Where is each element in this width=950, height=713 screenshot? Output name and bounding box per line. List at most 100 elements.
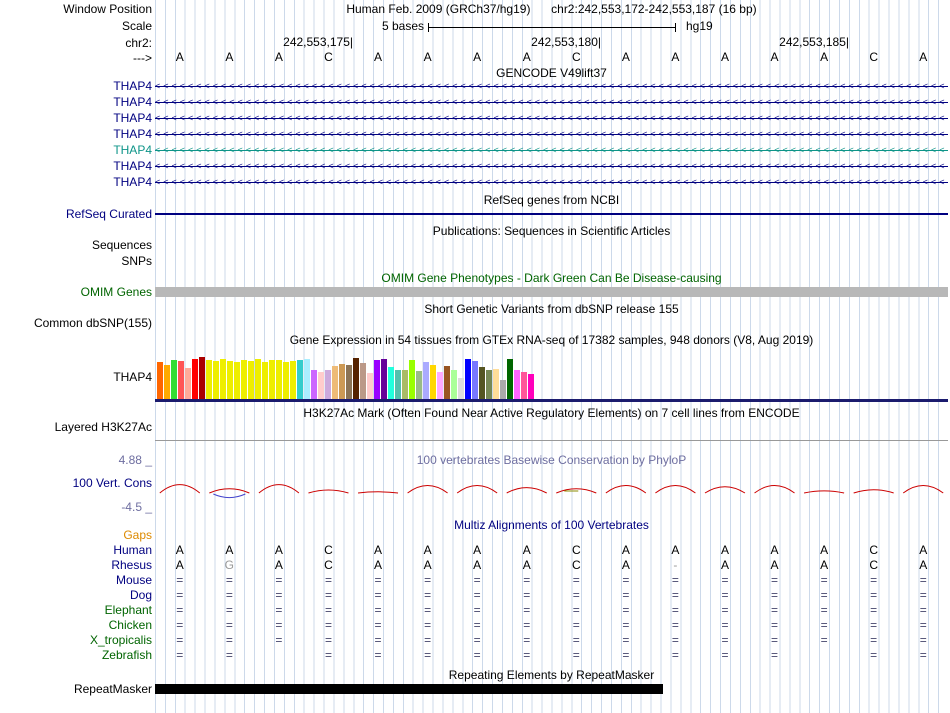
gtex-bar[interactable]	[339, 364, 345, 399]
gtex-bar[interactable]	[283, 362, 289, 399]
gtex-bar[interactable]	[262, 361, 268, 399]
gtex-bar[interactable]	[430, 364, 436, 399]
gtex-bar[interactable]	[304, 359, 310, 399]
gtex-barchart[interactable]	[157, 353, 537, 399]
omim-gene-bar[interactable]	[155, 287, 948, 297]
gtex-bar[interactable]	[486, 370, 492, 399]
gencode-transcript-row[interactable]: <<<<<<<<<<<<<<<<<<<<<<<<<<<<<<<<<<<<<<<<…	[155, 143, 948, 157]
gtex-bar[interactable]	[332, 365, 338, 399]
gtex-bar[interactable]	[465, 359, 471, 399]
gtex-bar[interactable]	[199, 356, 205, 399]
gtex-bar[interactable]	[388, 366, 394, 399]
gtex-bar[interactable]	[255, 359, 261, 399]
gtex-bar[interactable]	[381, 358, 387, 399]
gencode-transcript-label[interactable]: THAP4	[113, 127, 152, 141]
refseq-track-label[interactable]: RefSeq Curated	[65, 207, 152, 221]
multiz-species-label[interactable]: Elephant	[104, 603, 152, 617]
multiz-row[interactable]: = = = = = = = = = = = = = = = =	[155, 588, 948, 602]
multiz-species-label[interactable]: Zebrafish	[101, 648, 152, 662]
gtex-bar[interactable]	[444, 365, 450, 399]
gtex-bar[interactable]	[276, 359, 282, 399]
multiz-row[interactable]: = = = = = = = = = = = = = = = =	[155, 633, 948, 647]
gtex-bar[interactable]	[423, 362, 429, 399]
gencode-transcript-label[interactable]: THAP4	[113, 159, 152, 173]
gtex-bar[interactable]	[227, 360, 233, 399]
gtex-bar[interactable]	[192, 358, 198, 399]
publications-snps-label[interactable]: SNPs	[121, 254, 152, 268]
gtex-bar[interactable]	[213, 361, 219, 399]
gtex-bar[interactable]	[451, 369, 457, 399]
refseq-track-line[interactable]	[155, 213, 948, 215]
gencode-transcript-row[interactable]: <<<<<<<<<<<<<<<<<<<<<<<<<<<<<<<<<<<<<<<<…	[155, 79, 948, 93]
gtex-bar[interactable]	[395, 369, 401, 399]
gtex-bar[interactable]	[416, 371, 422, 399]
gencode-transcript-row[interactable]: <<<<<<<<<<<<<<<<<<<<<<<<<<<<<<<<<<<<<<<<…	[155, 159, 948, 173]
gtex-bar[interactable]	[493, 368, 499, 399]
gtex-bar[interactable]	[528, 374, 534, 399]
gencode-transcript-row[interactable]: <<<<<<<<<<<<<<<<<<<<<<<<<<<<<<<<<<<<<<<<…	[155, 111, 948, 125]
gencode-transcript-row[interactable]: <<<<<<<<<<<<<<<<<<<<<<<<<<<<<<<<<<<<<<<<…	[155, 95, 948, 109]
gtex-bar[interactable]	[437, 372, 443, 399]
multiz-row[interactable]: = = = = = = = = = = = = = = = =	[155, 618, 948, 632]
gtex-bar[interactable]	[402, 370, 408, 399]
gtex-bar[interactable]	[521, 372, 527, 399]
gtex-bar[interactable]	[346, 364, 352, 399]
gencode-transcript-label[interactable]: THAP4	[113, 111, 152, 125]
gtex-bar[interactable]	[241, 359, 247, 399]
omim-track-label[interactable]: OMIM Genes	[80, 285, 152, 299]
gtex-bar[interactable]	[234, 362, 240, 399]
gtex-bar[interactable]	[185, 367, 191, 399]
gencode-transcript-label[interactable]: THAP4	[113, 95, 152, 109]
multiz-row[interactable]	[155, 528, 948, 542]
gtex-bar[interactable]	[458, 377, 464, 399]
multiz-row[interactable]: = = = = = = = = = = = = = =	[155, 648, 948, 662]
h3k27ac-track-label[interactable]: Layered H3K27Ac	[54, 420, 152, 434]
dbsnp-track-label[interactable]: Common dbSNP(155)	[33, 316, 152, 330]
gtex-bar[interactable]	[472, 361, 478, 399]
gtex-bar[interactable]	[220, 359, 226, 399]
multiz-species-label[interactable]: Chicken	[108, 618, 152, 632]
gtex-bar[interactable]	[409, 360, 415, 399]
multiz-species-label[interactable]: Human	[113, 543, 152, 557]
multiz-row[interactable]: = = = = = = = = = = = = = = = =	[155, 573, 948, 587]
gtex-bar[interactable]	[164, 364, 170, 399]
gtex-bar[interactable]	[178, 361, 184, 399]
gtex-bar[interactable]	[325, 370, 331, 399]
gtex-track-label[interactable]: THAP4	[113, 370, 152, 384]
gencode-transcript-row[interactable]: <<<<<<<<<<<<<<<<<<<<<<<<<<<<<<<<<<<<<<<<…	[155, 175, 948, 189]
gtex-bar[interactable]	[171, 359, 177, 399]
multiz-species-label[interactable]: Dog	[129, 588, 152, 602]
gtex-bar[interactable]	[367, 373, 373, 399]
gtex-bar[interactable]	[206, 360, 212, 399]
gencode-transcript-label[interactable]: THAP4	[113, 175, 152, 189]
multiz-species-label[interactable]: Rhesus	[111, 558, 152, 572]
gencode-transcript-label[interactable]: THAP4	[113, 143, 152, 157]
phylop-wiggle[interactable]	[155, 462, 948, 506]
multiz-species-label[interactable]: X_tropicalis	[89, 633, 152, 647]
conservation-track-label[interactable]: 100 Vert. Cons	[72, 476, 152, 490]
gtex-bar[interactable]	[360, 363, 366, 399]
gtex-bar[interactable]	[157, 362, 163, 399]
gtex-bar[interactable]	[311, 369, 317, 399]
gtex-bar[interactable]	[374, 360, 380, 399]
gtex-bar[interactable]	[248, 361, 254, 399]
gtex-bar[interactable]	[297, 360, 303, 399]
gtex-bar[interactable]	[507, 358, 513, 399]
multiz-row[interactable]: = = = = = = = = = = = = = = = =	[155, 603, 948, 617]
gtex-bar[interactable]	[318, 372, 324, 399]
multiz-species-label[interactable]: Mouse	[115, 573, 152, 587]
gtex-bar[interactable]	[514, 369, 520, 399]
multiz-species-label[interactable]: Gaps	[123, 528, 152, 542]
gencode-transcript-label[interactable]: THAP4	[113, 79, 152, 93]
gencode-transcript-row[interactable]: <<<<<<<<<<<<<<<<<<<<<<<<<<<<<<<<<<<<<<<<…	[155, 127, 948, 141]
gtex-bar[interactable]	[290, 360, 296, 399]
gtex-bar[interactable]	[269, 360, 275, 399]
gtex-bar[interactable]	[353, 357, 359, 399]
repeatmasker-bar[interactable]	[155, 684, 663, 694]
gtex-bar[interactable]	[500, 379, 506, 399]
gtex-bar[interactable]	[479, 366, 485, 399]
repeatmasker-track-label[interactable]: RepeatMasker	[73, 682, 152, 696]
publications-sequences-label[interactable]: Sequences	[91, 238, 152, 252]
